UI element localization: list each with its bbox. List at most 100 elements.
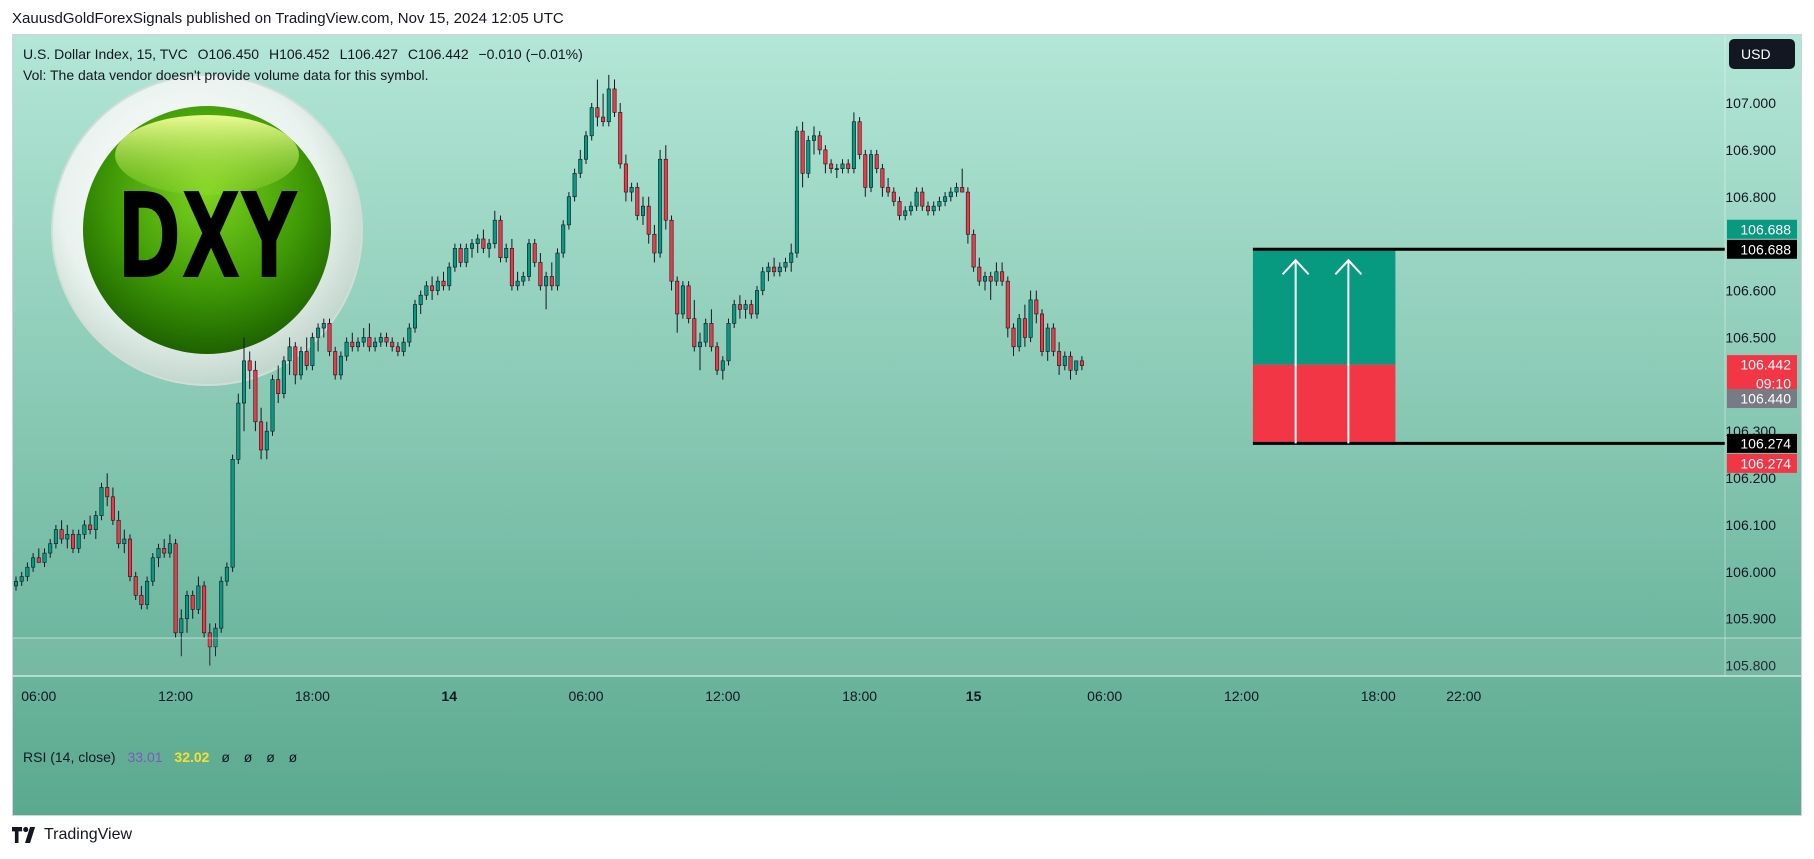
candle-down — [1005, 280, 1010, 329]
candle-up — [914, 191, 919, 207]
candle-down — [846, 163, 851, 169]
candle-down — [247, 360, 252, 371]
candle-up — [19, 576, 24, 582]
candle-up — [606, 88, 611, 123]
chart-frame[interactable]: DXY 107.000 106.900 106.800 106.600 106.500 1… — [12, 34, 1802, 816]
candle-up — [703, 323, 708, 343]
price-label-text: 106.274 — [1740, 435, 1791, 451]
candle-up — [156, 548, 161, 559]
candle-up — [242, 360, 247, 404]
price-axis[interactable]: 107.000106.900106.800106.600106.500106.3… — [1725, 95, 1797, 674]
candle-up — [321, 323, 326, 329]
price-tick-label: 106.500 — [1725, 329, 1776, 345]
candle-down — [857, 121, 862, 155]
candle-up — [811, 135, 816, 141]
candle-down — [532, 243, 537, 263]
candle-up — [93, 515, 98, 530]
candle-up — [424, 285, 429, 296]
candle-down — [390, 341, 395, 348]
candle-up — [572, 173, 577, 198]
price-label-stop — [1727, 453, 1797, 473]
candle-down — [128, 538, 133, 577]
candle-up — [720, 360, 725, 371]
candle-down — [635, 187, 640, 216]
candle-down — [863, 154, 868, 188]
candle-up — [504, 248, 509, 259]
long-position-tool[interactable] — [1252, 247, 1725, 445]
time-tick-label: 06:00 — [21, 688, 56, 704]
candle-down — [190, 594, 195, 610]
candle-up — [230, 459, 235, 568]
price-tick-label: 105.800 — [1725, 658, 1776, 674]
candle-down — [1057, 351, 1062, 366]
candle-down — [749, 304, 754, 315]
candle-up — [338, 355, 343, 376]
countdown-label: 09:10 — [1756, 376, 1791, 392]
candle-up — [743, 304, 748, 310]
candle-up — [732, 304, 737, 324]
candle-up — [281, 360, 286, 394]
candle-up — [697, 341, 702, 348]
candle-up — [1028, 299, 1033, 338]
candle-up — [344, 341, 349, 357]
price-label-text: 106.688 — [1740, 241, 1791, 257]
dxy-logo-text: DXY — [117, 167, 298, 305]
rsi-ma-value: 32.02 — [174, 749, 210, 765]
candle-up — [1074, 360, 1079, 371]
price-label-text: 106.274 — [1740, 455, 1791, 471]
candle-up — [954, 187, 959, 193]
dxy-logo-gloss — [115, 115, 299, 195]
candle-up — [982, 276, 987, 282]
candle-up — [640, 205, 645, 216]
candle-up — [469, 243, 474, 249]
price-tick-label: 106.100 — [1725, 517, 1776, 533]
candle-up — [948, 191, 953, 198]
rsi-value: 33.01 — [127, 749, 163, 765]
high-value: H106.452 — [268, 46, 330, 62]
candle-up — [401, 341, 406, 352]
time-tick-label: 22:00 — [1446, 688, 1481, 704]
chart-canvas[interactable]: DXY 107.000 106.900 106.800 106.600 106.500 1… — [13, 35, 1802, 816]
candle-down — [663, 158, 668, 221]
candle-down — [1068, 355, 1073, 371]
candle-up — [903, 210, 908, 216]
candle-down — [110, 496, 115, 521]
candle-up — [236, 402, 241, 460]
price-label-gray — [1727, 389, 1797, 409]
candle-up — [99, 487, 104, 516]
time-tick-label: 12:00 — [705, 688, 740, 704]
candle-down — [70, 534, 75, 549]
candle-down — [960, 187, 965, 193]
candle-down — [293, 346, 298, 376]
currency-button[interactable]: USD — [1729, 39, 1795, 69]
time-tick-label: 06:00 — [1087, 688, 1122, 704]
close-value: C106.442 — [407, 46, 469, 62]
candle-down — [481, 238, 486, 249]
candle-down — [202, 585, 207, 634]
time-tick-label: 15 — [966, 688, 982, 704]
candle-up — [583, 135, 588, 160]
candle-down — [441, 280, 446, 287]
price-label-text: 106.442 — [1740, 357, 1791, 373]
candle-up — [310, 337, 315, 366]
candle-down — [395, 346, 400, 352]
volume-note: Vol: The data vendor doesn't provide vol… — [23, 67, 429, 83]
candle-down — [59, 529, 64, 540]
candle-down — [430, 285, 435, 291]
symbol-name: U.S. Dollar Index, 15, TVC — [23, 46, 188, 62]
candle-down — [549, 276, 554, 287]
ohlc-row: U.S. Dollar Index, 15, TVC O106.450 H106… — [23, 44, 589, 65]
candle-down — [458, 248, 463, 263]
candle-down — [259, 421, 264, 451]
low-value: L106.427 — [339, 46, 398, 62]
candle-up — [373, 341, 378, 348]
footer-brand[interactable]: TradingView — [12, 826, 132, 844]
candle-down — [646, 205, 651, 235]
candle-down — [162, 548, 167, 554]
time-axis[interactable]: 06:00 12:00 18:00 14 06:00 12:00 18:00 15 06:00 1… — [21, 688, 1481, 704]
candle-down — [829, 163, 834, 169]
candle-up — [213, 627, 218, 648]
candle-up — [794, 130, 799, 254]
candle-down — [498, 219, 503, 259]
candle-up — [270, 379, 275, 432]
